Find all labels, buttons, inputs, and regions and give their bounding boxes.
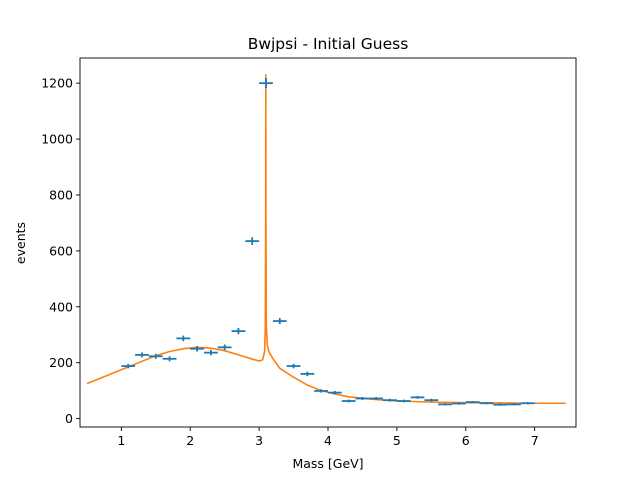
x-tick-label: 5 bbox=[393, 433, 401, 448]
y-tick-label: 200 bbox=[49, 355, 73, 370]
y-axis-label: events bbox=[13, 222, 28, 264]
data-point bbox=[162, 356, 177, 362]
x-tick-label: 3 bbox=[255, 433, 263, 448]
data-point bbox=[424, 398, 439, 402]
x-axis-label: Mass [GeV] bbox=[292, 456, 363, 471]
data-point bbox=[465, 401, 480, 404]
data-point bbox=[286, 363, 301, 369]
data-point bbox=[369, 397, 384, 400]
y-axis: 0 200 400 600 800 1000 1200 bbox=[41, 76, 80, 426]
y-tick-label: 400 bbox=[49, 299, 73, 314]
x-axis: 1 2 3 4 5 6 7 bbox=[117, 427, 539, 448]
chart-title: Bwjpsi - Initial Guess bbox=[248, 35, 409, 53]
y-tick-label: 800 bbox=[49, 187, 73, 202]
data-point bbox=[438, 403, 452, 406]
x-tick-label: 7 bbox=[531, 433, 539, 448]
y-tick-label: 600 bbox=[49, 243, 73, 258]
data-point bbox=[452, 402, 466, 405]
data-point bbox=[135, 352, 149, 358]
data-point bbox=[300, 371, 315, 377]
data-point bbox=[328, 390, 342, 395]
fit-curve bbox=[86, 73, 566, 405]
x-tick-label: 1 bbox=[117, 433, 125, 448]
y-tick-label: 1200 bbox=[41, 76, 73, 91]
data-point bbox=[217, 344, 232, 351]
y-tick-label: 0 bbox=[65, 411, 73, 426]
data-point bbox=[272, 317, 287, 325]
data-point bbox=[479, 402, 494, 405]
data-point bbox=[520, 402, 535, 405]
data-point bbox=[383, 398, 397, 402]
x-tick-label: 2 bbox=[186, 433, 194, 448]
data-point bbox=[231, 328, 246, 335]
fit-curve-layer bbox=[86, 73, 566, 405]
data-point bbox=[245, 237, 260, 246]
x-tick-label: 6 bbox=[462, 433, 470, 448]
data-point bbox=[493, 403, 508, 406]
plot-frame bbox=[79, 57, 577, 428]
data-point bbox=[148, 353, 163, 359]
data-point bbox=[355, 397, 370, 400]
data-point bbox=[396, 399, 411, 403]
data-point bbox=[259, 78, 273, 89]
data-points-layer bbox=[121, 78, 535, 406]
data-point bbox=[190, 345, 204, 352]
data-point bbox=[314, 389, 328, 393]
data-point bbox=[176, 335, 191, 342]
data-point bbox=[121, 363, 136, 369]
data-point bbox=[341, 399, 356, 403]
data-point bbox=[410, 395, 425, 399]
data-point bbox=[507, 403, 521, 406]
data-point bbox=[204, 349, 218, 356]
y-tick-label: 1000 bbox=[41, 132, 73, 147]
x-tick-label: 4 bbox=[324, 433, 332, 448]
